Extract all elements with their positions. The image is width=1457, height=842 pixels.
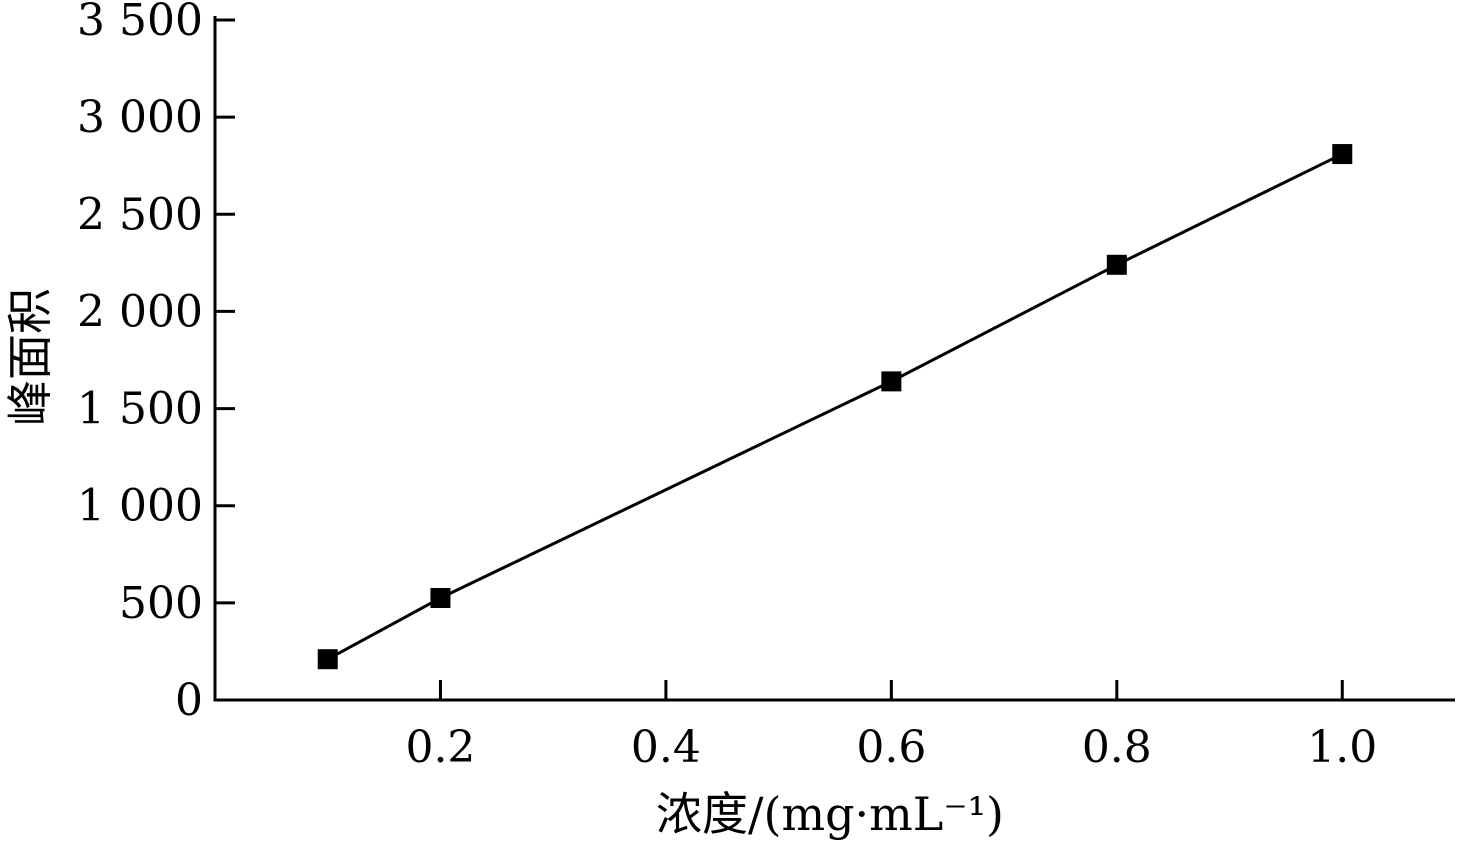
x-tick-label: 0.2 <box>405 722 475 773</box>
data-point-marker <box>881 371 902 392</box>
data-point-marker <box>430 588 451 608</box>
data-point-marker <box>1106 254 1127 275</box>
x-tick-label: 1.0 <box>1307 722 1377 773</box>
y-axis-title: 峰面积 <box>3 288 57 426</box>
y-tick-label: 0 <box>175 675 203 726</box>
y-tick-label: 1 500 <box>77 384 203 435</box>
y-tick-label: 3 500 <box>77 0 203 46</box>
data-point-marker <box>1332 144 1353 165</box>
axes <box>213 16 1455 702</box>
y-tick-label: 2 000 <box>77 286 203 337</box>
y-tick-label: 1 000 <box>77 481 203 532</box>
series <box>317 144 1353 670</box>
x-axis-title: 浓度/(mg·mL⁻¹) <box>656 787 1004 841</box>
y-tick-label: 3 000 <box>77 92 203 143</box>
ticks: 0 500 1 000 1 500 2 000 2 500 3 000 3 500 0.2 0.4… <box>77 0 1377 773</box>
x-tick-label: 0.4 <box>631 722 701 773</box>
y-tick-label: 500 <box>119 578 203 629</box>
data-point-marker <box>317 649 338 670</box>
x-tick-label: 0.6 <box>856 722 926 773</box>
series-line <box>327 152 1343 661</box>
x-tick-label: 0.8 <box>1082 722 1152 773</box>
y-tick-label: 2 500 <box>77 189 203 240</box>
